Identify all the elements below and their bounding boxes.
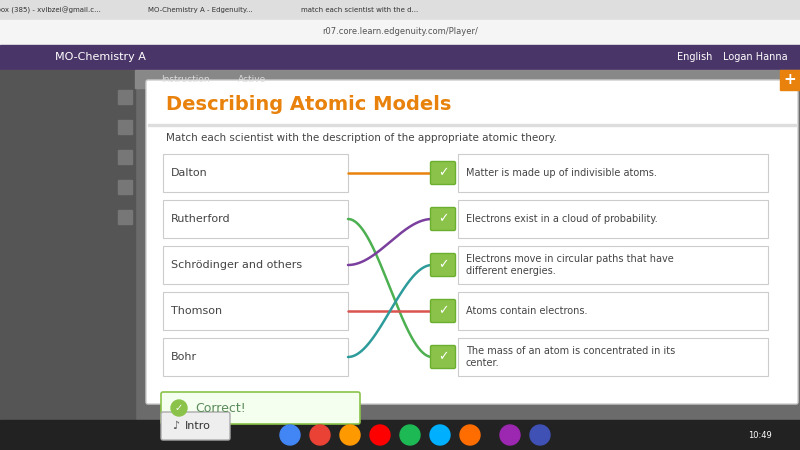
FancyBboxPatch shape (161, 392, 360, 424)
Bar (0, 420, 800, 450)
Bar (0, 45, 800, 70)
Text: Dalton: Dalton (171, 168, 208, 178)
Circle shape (340, 425, 360, 445)
FancyBboxPatch shape (430, 162, 455, 184)
Text: ✓: ✓ (438, 351, 448, 364)
Text: match each scientist with the d...: match each scientist with the d... (302, 7, 418, 13)
Text: Inbox (385) - xvlbzei@gmail.c...: Inbox (385) - xvlbzei@gmail.c... (0, 6, 101, 14)
Text: English: English (678, 53, 713, 63)
Circle shape (530, 425, 550, 445)
FancyBboxPatch shape (146, 80, 798, 404)
Bar (163, 338, 348, 376)
Bar (118, 90, 132, 104)
Text: r07.core.learn.edgenuity.com/Player/: r07.core.learn.edgenuity.com/Player/ (322, 27, 478, 36)
Bar (458, 154, 768, 192)
FancyBboxPatch shape (430, 300, 455, 323)
Text: Bohr: Bohr (171, 352, 197, 362)
Bar (163, 154, 348, 192)
Bar (163, 292, 348, 330)
Text: Logan Hanna: Logan Hanna (722, 53, 787, 63)
Text: Intro: Intro (185, 421, 211, 431)
Text: Correct!: Correct! (195, 401, 246, 414)
Circle shape (460, 425, 480, 445)
Text: Describing Atomic Models: Describing Atomic Models (166, 94, 451, 113)
Text: Electrons move in circular paths that have
different energies.: Electrons move in circular paths that ha… (466, 254, 674, 276)
Text: ✓: ✓ (175, 403, 183, 413)
Text: Schrödinger and others: Schrödinger and others (171, 260, 302, 270)
Text: +: + (784, 72, 796, 87)
Bar (163, 246, 348, 284)
Text: ✓: ✓ (438, 305, 448, 318)
Text: Active: Active (238, 75, 266, 84)
FancyBboxPatch shape (430, 253, 455, 276)
Bar (0, 20, 800, 45)
Circle shape (500, 425, 520, 445)
Text: Electrons exist in a cloud of probability.: Electrons exist in a cloud of probabilit… (466, 214, 658, 224)
Bar (458, 200, 768, 238)
FancyBboxPatch shape (161, 412, 230, 440)
Bar (118, 120, 132, 134)
Circle shape (310, 425, 330, 445)
Circle shape (370, 425, 390, 445)
Text: Atoms contain electrons.: Atoms contain electrons. (466, 306, 587, 316)
Bar (458, 246, 768, 284)
Circle shape (280, 425, 300, 445)
Text: 10:49: 10:49 (748, 431, 772, 440)
Bar (0, 70, 135, 450)
Bar (458, 338, 768, 376)
Bar (135, 70, 800, 88)
Bar (780, 70, 800, 90)
Text: ✓: ✓ (438, 166, 448, 180)
FancyBboxPatch shape (430, 207, 455, 230)
Text: MO-Chemistry A: MO-Chemistry A (55, 53, 146, 63)
Bar (458, 292, 768, 330)
FancyBboxPatch shape (430, 346, 455, 369)
Bar (118, 210, 132, 224)
Bar (118, 180, 132, 194)
Text: ✓: ✓ (438, 212, 448, 225)
Text: Matter is made up of indivisible atoms.: Matter is made up of indivisible atoms. (466, 168, 657, 178)
Circle shape (171, 400, 187, 416)
Text: Rutherford: Rutherford (171, 214, 230, 224)
Text: ✓: ✓ (438, 258, 448, 271)
Bar (118, 150, 132, 164)
Bar (0, 0, 800, 20)
Text: The mass of an atom is concentrated in its
center.: The mass of an atom is concentrated in i… (466, 346, 675, 368)
Bar (148, 124, 796, 126)
Text: Thomson: Thomson (171, 306, 222, 316)
Text: Instruction: Instruction (161, 75, 210, 84)
Text: ♪: ♪ (173, 421, 179, 431)
Bar (163, 200, 348, 238)
Circle shape (430, 425, 450, 445)
Text: Match each scientist with the description of the appropriate atomic theory.: Match each scientist with the descriptio… (166, 133, 557, 143)
Text: MO-Chemistry A - Edgenuity...: MO-Chemistry A - Edgenuity... (148, 7, 252, 13)
Circle shape (400, 425, 420, 445)
